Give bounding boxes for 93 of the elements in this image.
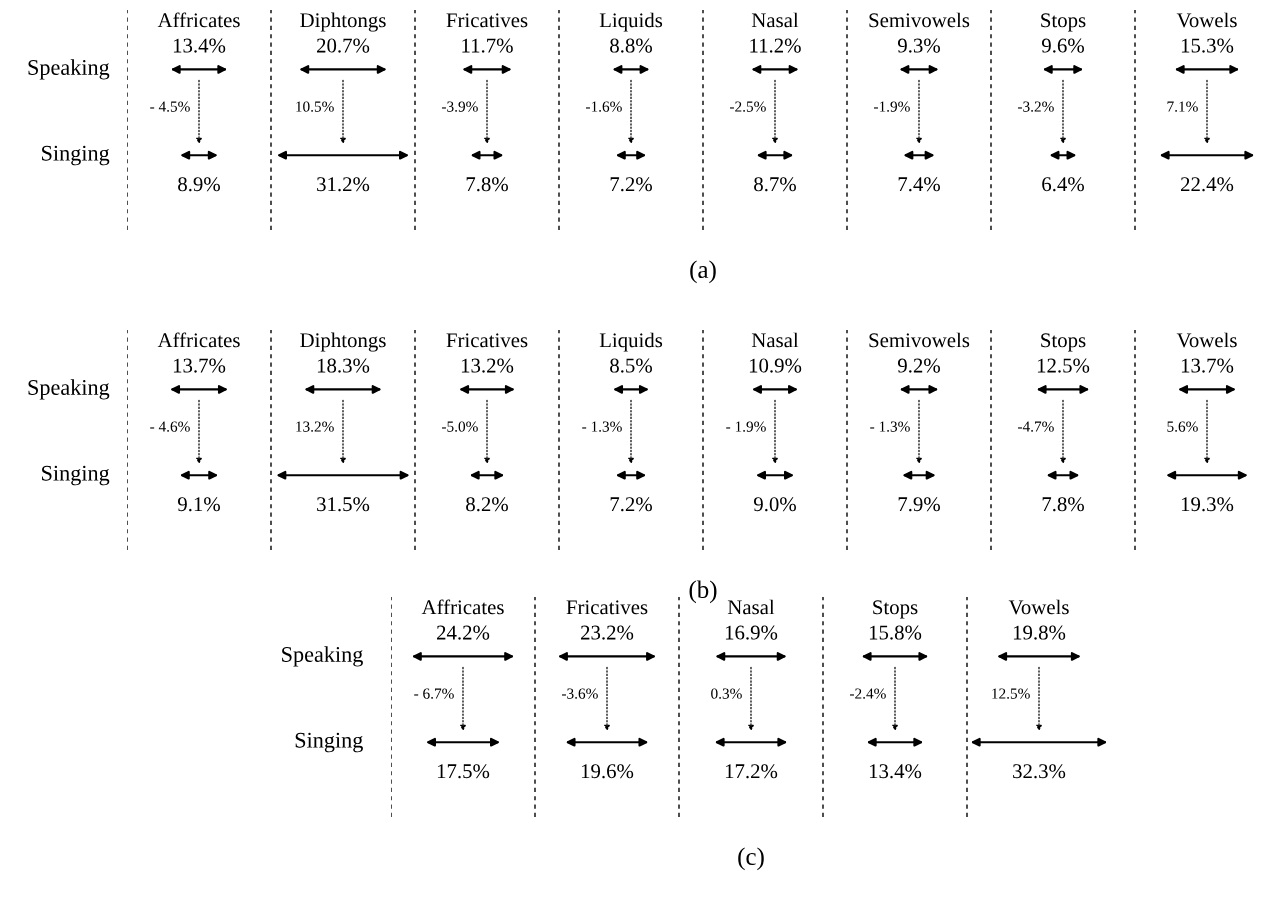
data-label: 7.4%: [898, 177, 940, 192]
category-label: Semivowels: [869, 12, 970, 28]
text: 12.5%: [992, 688, 1030, 699]
data-label: 11.2%: [750, 38, 801, 53]
text: -1.6%: [586, 101, 622, 112]
legend-label: Speaking: [28, 379, 110, 400]
text: (a): [690, 260, 716, 284]
text: -3.6%: [562, 688, 598, 699]
text: (c): [738, 847, 764, 871]
text: - 1.9%: [726, 421, 766, 432]
data-label: 7.2%: [610, 177, 652, 192]
text: -3.2%: [1018, 101, 1054, 112]
category-label: Nasal: [751, 12, 799, 28]
category-label: Nasal: [727, 599, 775, 615]
data-label: 13.4%: [869, 764, 922, 779]
data-label: 11.7%: [462, 38, 513, 53]
legend-label: Speaking: [28, 59, 110, 80]
data-label: 7.2%: [610, 497, 652, 512]
category-label: Vowels: [1176, 12, 1237, 28]
data-label: 7.8%: [1042, 497, 1084, 512]
text: 7.1%: [1167, 101, 1198, 112]
text: 5.6%: [1167, 421, 1198, 432]
text: - 6.7%: [414, 688, 454, 699]
category-label: Affricates: [421, 599, 504, 615]
category-label: Stops: [1041, 333, 1086, 352]
data-label: 31.2%: [317, 177, 370, 192]
category-label: Affricates: [157, 12, 240, 28]
data-label: 9.1%: [177, 497, 220, 512]
category-label: Fricatives: [446, 333, 528, 348]
data-label: 13.2%: [461, 358, 514, 373]
category-label: Vowels: [1176, 332, 1237, 348]
category-label: Fricatives: [566, 600, 648, 615]
category-label: Nasal: [751, 332, 799, 348]
text: -2.5%: [730, 101, 766, 112]
data-label: 18.3%: [317, 358, 370, 373]
text: - 4.5%: [150, 101, 190, 112]
category-label: Stops: [873, 600, 918, 619]
data-label: 8.8%: [610, 38, 652, 53]
data-label: 13.7%: [173, 358, 226, 373]
data-label: 9.2%: [897, 358, 940, 373]
data-label: 8.2%: [466, 497, 508, 512]
text: 13.2%: [296, 421, 334, 432]
category-label: Liquids: [599, 12, 663, 32]
text: - 4.6%: [150, 421, 190, 432]
text: -2.4%: [850, 688, 886, 699]
category-label: Fricatives: [446, 13, 528, 28]
data-label: 19.3%: [1181, 497, 1234, 512]
text: (b): [689, 580, 717, 604]
text: - 1.3%: [870, 421, 910, 432]
data-label: 6.4%: [1042, 177, 1084, 192]
data-label: 7.9%: [898, 497, 940, 512]
text: -1.9%: [874, 101, 910, 112]
category-label: Affricates: [157, 332, 240, 348]
data-label: 15.3%: [1181, 38, 1234, 53]
data-label: 12.5%: [1037, 358, 1090, 373]
category-label: Semivowels: [869, 332, 970, 348]
category-label: Stops: [1041, 13, 1086, 32]
data-label: 13.4%: [173, 38, 226, 53]
data-label: 8.9%: [178, 177, 220, 192]
category-label: Vowels: [1008, 599, 1069, 615]
data-label: 23.2%: [581, 625, 634, 640]
text: 10.5%: [296, 101, 334, 112]
category-label: Diphtongs: [300, 332, 386, 352]
data-label: 8.5%: [610, 358, 652, 373]
data-label: 19.8%: [1013, 625, 1066, 640]
text: -5.0%: [442, 421, 478, 432]
legend-label: Singing: [42, 465, 110, 486]
category-label: Liquids: [599, 332, 663, 352]
text: -3.9%: [442, 101, 478, 112]
data-label: 9.0%: [753, 497, 796, 512]
data-label: 15.8%: [869, 625, 922, 640]
legend-label: Singing: [295, 732, 363, 753]
category-label: Diphtongs: [300, 12, 386, 32]
data-label: 31.5%: [317, 497, 370, 512]
data-label: 16.9%: [725, 625, 778, 640]
data-label: 32.3%: [1013, 764, 1066, 779]
data-label: 17.2%: [725, 764, 778, 779]
text: - 1.3%: [582, 421, 622, 432]
data-label: 13.7%: [1181, 358, 1234, 373]
data-label: 9.3%: [897, 38, 940, 53]
data-label: 22.4%: [1181, 177, 1234, 192]
text: 0.3%: [711, 688, 742, 699]
data-label: 8.7%: [754, 177, 796, 192]
data-label: 17.5%: [437, 764, 490, 779]
data-label: 7.8%: [466, 177, 508, 192]
legend-label: Speaking: [282, 646, 363, 667]
data-label: 20.7%: [317, 38, 370, 53]
text: -4.7%: [1018, 421, 1054, 432]
data-label: 10.9%: [749, 358, 802, 373]
data-label: 24.2%: [437, 625, 490, 640]
data-label: 19.6%: [581, 764, 634, 779]
legend-label: Singing: [42, 145, 110, 166]
data-label: 9.6%: [1041, 38, 1084, 53]
